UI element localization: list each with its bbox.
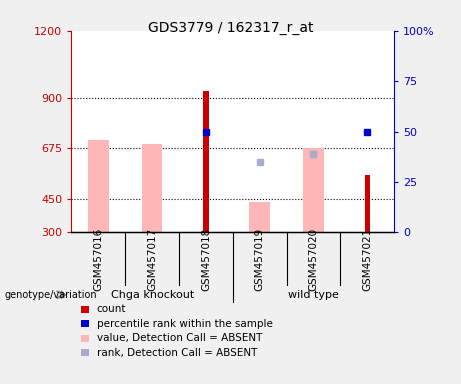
- Text: percentile rank within the sample: percentile rank within the sample: [97, 319, 273, 329]
- Bar: [203, 91, 208, 232]
- Text: rank, Detection Call = ABSENT: rank, Detection Call = ABSENT: [97, 348, 257, 358]
- Text: GSM457018: GSM457018: [201, 228, 211, 291]
- Text: GSM457017: GSM457017: [147, 228, 157, 291]
- Text: GSM457019: GSM457019: [254, 228, 265, 291]
- Text: wild type: wild type: [288, 290, 339, 300]
- Text: value, Detection Call = ABSENT: value, Detection Call = ABSENT: [97, 333, 262, 343]
- Bar: [88, 141, 109, 232]
- Text: Chga knockout: Chga knockout: [111, 290, 194, 300]
- Bar: [365, 175, 370, 232]
- Bar: [303, 148, 324, 232]
- Text: GDS3779 / 162317_r_at: GDS3779 / 162317_r_at: [148, 21, 313, 35]
- Text: GSM457016: GSM457016: [93, 228, 103, 291]
- Bar: [249, 202, 270, 232]
- Text: GSM457021: GSM457021: [362, 228, 372, 291]
- Text: count: count: [97, 304, 126, 314]
- Text: GSM457020: GSM457020: [308, 228, 319, 291]
- Text: genotype/variation: genotype/variation: [5, 290, 97, 300]
- Bar: [142, 144, 162, 232]
